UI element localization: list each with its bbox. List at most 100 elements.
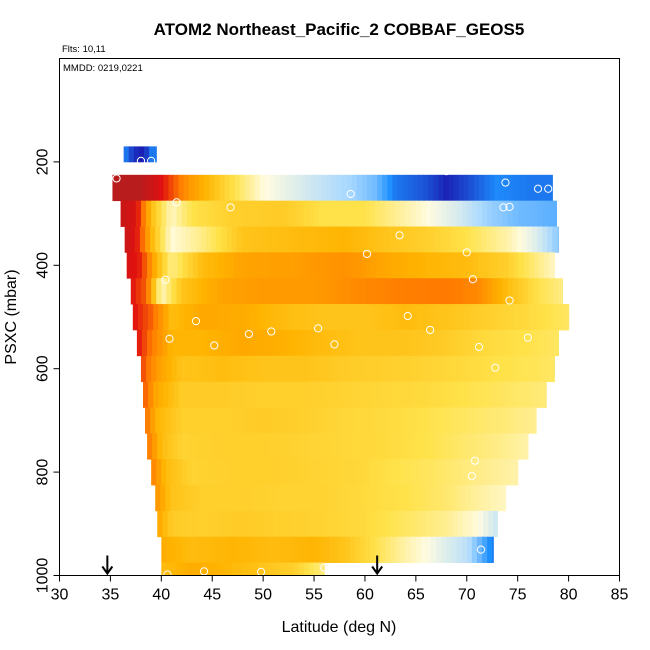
heatmap-cell: [224, 304, 231, 331]
heatmap-cell: [526, 407, 533, 434]
heatmap-cell: [438, 304, 444, 331]
heatmap-cell: [458, 381, 465, 408]
x-tick-label: 85: [611, 587, 629, 604]
flights-annotation: Flts: 10,11: [62, 44, 106, 55]
heatmap-cell: [192, 433, 199, 460]
heatmap-cell: [445, 407, 452, 434]
heatmap-cell: [539, 329, 545, 357]
heatmap-cell: [489, 304, 495, 331]
heatmap-cell: [329, 278, 336, 305]
heatmap-cell: [514, 174, 521, 202]
heatmap-cell: [441, 278, 448, 305]
heatmap-cell: [488, 252, 494, 279]
heatmap-cell: [203, 252, 209, 279]
heatmap-cell: [157, 252, 163, 279]
heatmap-cell: [212, 355, 218, 383]
heatmap-cell: [390, 278, 397, 305]
heatmap-cell: [370, 200, 376, 227]
heatmap-cell: [431, 459, 437, 486]
heatmap-cell: [377, 174, 383, 202]
heatmap-cell: [187, 433, 194, 460]
heatmap-cell: [534, 174, 541, 202]
heatmap-cell: [545, 381, 547, 408]
heatmap-layer: [126, 252, 555, 279]
heatmap-cell: [177, 433, 184, 460]
heatmap-cell: [351, 381, 358, 408]
heatmap-cell: [482, 200, 488, 227]
heatmap-cell: [151, 200, 157, 227]
heatmap-cell: [410, 200, 417, 227]
heatmap-cell: [432, 433, 438, 460]
observation-point: [226, 203, 235, 212]
heatmap-cell: [300, 381, 307, 408]
observation-point: [501, 178, 510, 187]
heatmap-cell: [450, 485, 457, 512]
heatmap-cell: [482, 459, 488, 486]
heatmap-cell: [443, 304, 450, 331]
heatmap-cell: [503, 252, 510, 279]
heatmap-cell: [161, 200, 168, 227]
heatmap-cell: [263, 536, 269, 563]
heatmap-cell: [292, 226, 299, 253]
heatmap-cell: [329, 355, 336, 383]
heatmap-cell: [382, 174, 388, 202]
heatmap-cell: [417, 174, 424, 202]
heatmap-cell: [471, 459, 478, 486]
heatmap-cell: [529, 174, 536, 202]
x-axis-label: Latitude (deg N): [282, 619, 397, 636]
heatmap-cell: [446, 459, 453, 486]
heatmap-cell: [292, 407, 299, 434]
heatmap-cell: [430, 226, 436, 253]
heatmap-cell: [519, 381, 526, 408]
heatmap-cell: [466, 459, 473, 486]
heatmap-cell: [516, 226, 523, 253]
heatmap-cell: [353, 226, 360, 253]
heatmap-cell: [543, 278, 549, 305]
plot-area: [101, 146, 570, 579]
heatmap-cell: [446, 536, 453, 563]
heatmap-cell: [319, 459, 325, 486]
heatmap-cell: [451, 536, 458, 563]
heatmap-cell: [471, 536, 478, 563]
heatmap-cell: [226, 485, 233, 512]
heatmap-cell: [385, 200, 392, 227]
heatmap-cell: [298, 278, 305, 305]
heatmap-cell: [341, 304, 348, 331]
heatmap-cell: [181, 536, 188, 563]
heatmap-cell: [462, 252, 469, 279]
heatmap-cell: [344, 355, 351, 383]
heatmap-cell: [503, 433, 510, 460]
heatmap-cell: [442, 329, 449, 357]
heatmap-cell: [554, 329, 560, 357]
heatmap-cell: [406, 329, 413, 357]
heatmap-cell: [375, 536, 381, 563]
heatmap-cell: [231, 226, 238, 253]
observation-point: [499, 203, 508, 212]
heatmap-cell: [253, 510, 260, 538]
heatmap-cell: [400, 355, 407, 383]
heatmap-cell: [447, 433, 454, 460]
heatmap-cell: [488, 433, 494, 460]
heatmap-cell: [154, 146, 157, 163]
heatmap-cell: [466, 536, 473, 563]
heatmap-cell: [166, 536, 173, 563]
heatmap-cell: [185, 226, 192, 253]
heatmap-cell: [548, 200, 554, 227]
heatmap-cell: [527, 355, 534, 383]
heatmap-cell: [417, 304, 424, 331]
heatmap-cell: [162, 252, 169, 279]
heatmap-cell: [484, 174, 490, 202]
heatmap-cell: [216, 485, 222, 512]
heatmap-cell: [437, 510, 443, 538]
heatmap-cell: [153, 381, 159, 408]
heatmap-cell: [508, 433, 515, 460]
heatmap-cell: [203, 510, 209, 538]
heatmap-cell: [191, 562, 198, 576]
heatmap-cell: [175, 485, 182, 512]
heatmap-cell: [153, 174, 159, 202]
heatmap-cell: [496, 407, 502, 434]
heatmap-cell: [227, 536, 234, 563]
heatmap-cell: [442, 433, 449, 460]
heatmap-cell: [241, 226, 248, 253]
heatmap-cell: [513, 252, 520, 279]
